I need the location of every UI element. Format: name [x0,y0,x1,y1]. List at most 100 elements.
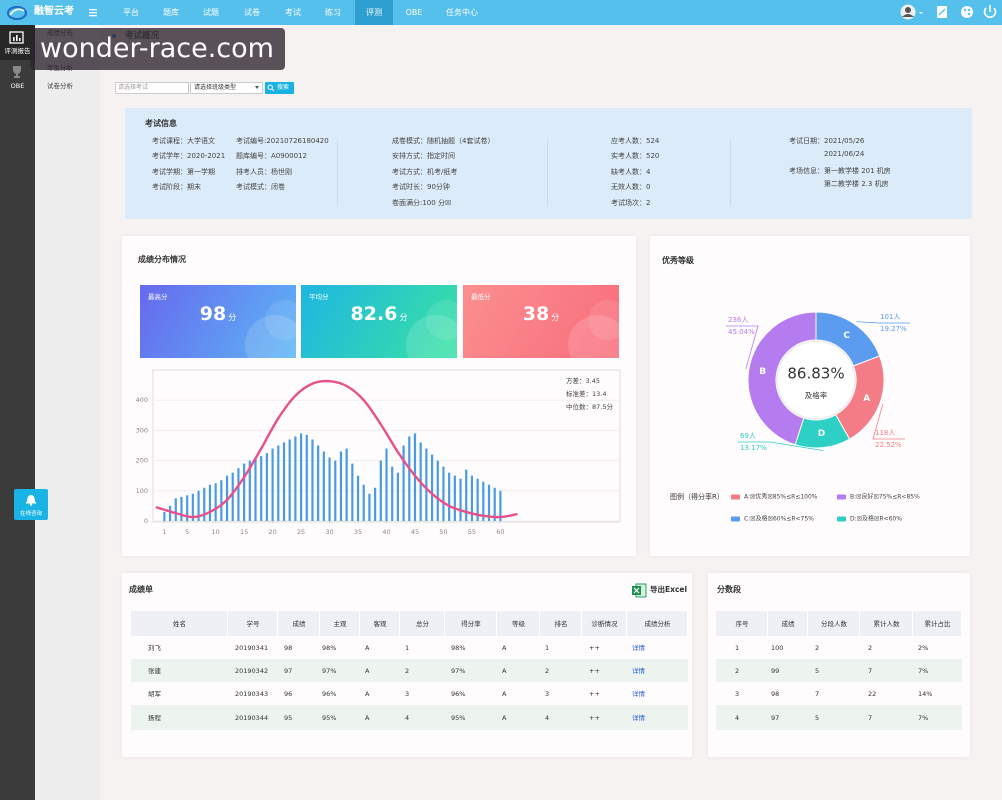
export-button[interactable]: 导出Excel [650,585,688,594]
table-cell: 1 [405,644,410,652]
table-header-cell [278,611,320,636]
sidebar-item[interactable]: 评测报告 [4,47,31,55]
table-cell: ++ [589,714,600,722]
table-cell: 97 [284,667,293,675]
menu-toggle[interactable] [89,8,99,17]
table-header-cell [360,611,400,636]
table-header: 累计人数 [873,619,900,628]
table-row [131,659,688,683]
stat-deco [265,300,296,340]
stat-box: 最低分 38 分 [463,285,619,358]
table-cell: ++ [589,667,600,675]
table-cell: 2 [815,644,820,652]
table-cell: 97% [322,667,337,675]
table-cell: 4 [545,714,550,722]
top-icons[interactable] [898,3,1002,23]
sub-nav-item[interactable]: 试卷分析 [47,82,73,90]
table-row [131,706,688,730]
exam-input[interactable] [115,82,189,94]
nav-item[interactable]: 评测 [366,7,382,17]
table-header-cell [582,611,627,636]
consult-label[interactable]: 在线咨询 [19,511,43,517]
exam-info-item: 卷面满分:100 分☒ [392,199,452,207]
exam-info-item: 排考人员：杨世刚 [236,168,292,176]
stat-label: 最低分 [471,293,491,301]
table-row [716,682,962,706]
stat-value: 38 [522,303,550,325]
nav-active [355,0,393,25]
table-cell: 7% [918,714,929,722]
stat-deco [568,315,619,358]
detail-link[interactable]: 详情 [632,714,645,722]
exam-info-item: 无效人数：0 [611,183,651,191]
search-button[interactable] [265,82,294,94]
table-header: 分段人数 [821,619,847,628]
excel-icon[interactable] [632,583,647,598]
table-cell: A [502,644,507,652]
exam-info-item: 考试场次：2 [611,199,651,207]
table-row [131,682,688,706]
table-cell: 5 [815,667,820,675]
table-cell: 张建 [148,667,161,675]
table-header: 学号 [246,619,260,628]
watermark-text: wonder-race.com [40,33,274,64]
distribution-card [122,236,636,556]
exam-info-item: 考场信息：第一教学楼 201 机房 [789,167,891,175]
table-cell: 7% [918,667,929,675]
table-cell: A [365,690,370,698]
table-header: 成绩分析 [644,619,671,628]
table-cell: 扬程 [148,714,161,722]
table-cell: 100 [771,644,784,652]
bell-icon [26,495,36,506]
table-row [131,636,688,660]
detail-link[interactable]: 详情 [632,644,645,652]
table-header: 得分率 [461,619,481,628]
select-caret [255,86,259,89]
table-cell: 96% [322,690,337,698]
table-cell: 4 [405,714,410,722]
exam-info-item: 实考人数：520 [611,152,660,160]
table-cell: 胡军 [148,690,161,698]
detail-link[interactable]: 详情 [632,667,645,675]
info-divider [547,140,548,206]
nav-item[interactable]: 平台 [123,7,139,17]
sidebar-item[interactable]: OBE [10,82,25,90]
nav-item[interactable]: 考试 [285,7,301,17]
table-cell: 99 [771,667,780,675]
table-cell: 2% [918,644,929,652]
table-header-cell [400,611,445,636]
exam-info-item: 考试日期：2021/05/26 [789,137,865,145]
table-header: 客观 [373,619,387,628]
table-header-cell [497,611,540,636]
table-cell: 98 [284,644,293,652]
stat-box: 平均分 82.6 分 [301,285,457,358]
table-header: 累计占比 [924,619,951,628]
table-cell: 2 [868,644,873,652]
table-header: 成绩 [292,619,306,628]
table-cell: A [502,690,507,698]
logo [6,5,28,21]
table-header-cell [320,611,360,636]
exam-info-item: 考试方式：机考/纸考 [392,168,458,176]
nav-item[interactable]: OBE [405,7,423,17]
search-button-label[interactable]: 搜索 [277,84,290,91]
table-header-cell [716,611,768,636]
nav-item[interactable]: 任务中心 [446,7,478,17]
table-cell: 96% [451,690,466,698]
table-cell: ++ [589,644,600,652]
exam-info-item: 考试时长：90分钟 [392,183,450,191]
nav-item[interactable]: 试卷 [244,7,260,17]
table-cell: A [365,644,370,652]
table-cell: ++ [589,690,600,698]
nav-item[interactable]: 试题 [203,7,219,17]
exam-info-item: 2021/06/24 [824,150,865,158]
search-icon [267,84,275,92]
table-cell: 1 [545,644,550,652]
nav-item[interactable]: 练习 [325,7,341,17]
watermark [30,28,285,70]
detail-link[interactable]: 详情 [632,690,645,698]
nav-item[interactable]: 题库 [163,7,179,17]
class-select[interactable] [190,82,263,94]
table-header: 排名 [554,619,568,628]
table-cell: 刘飞 [148,644,161,652]
